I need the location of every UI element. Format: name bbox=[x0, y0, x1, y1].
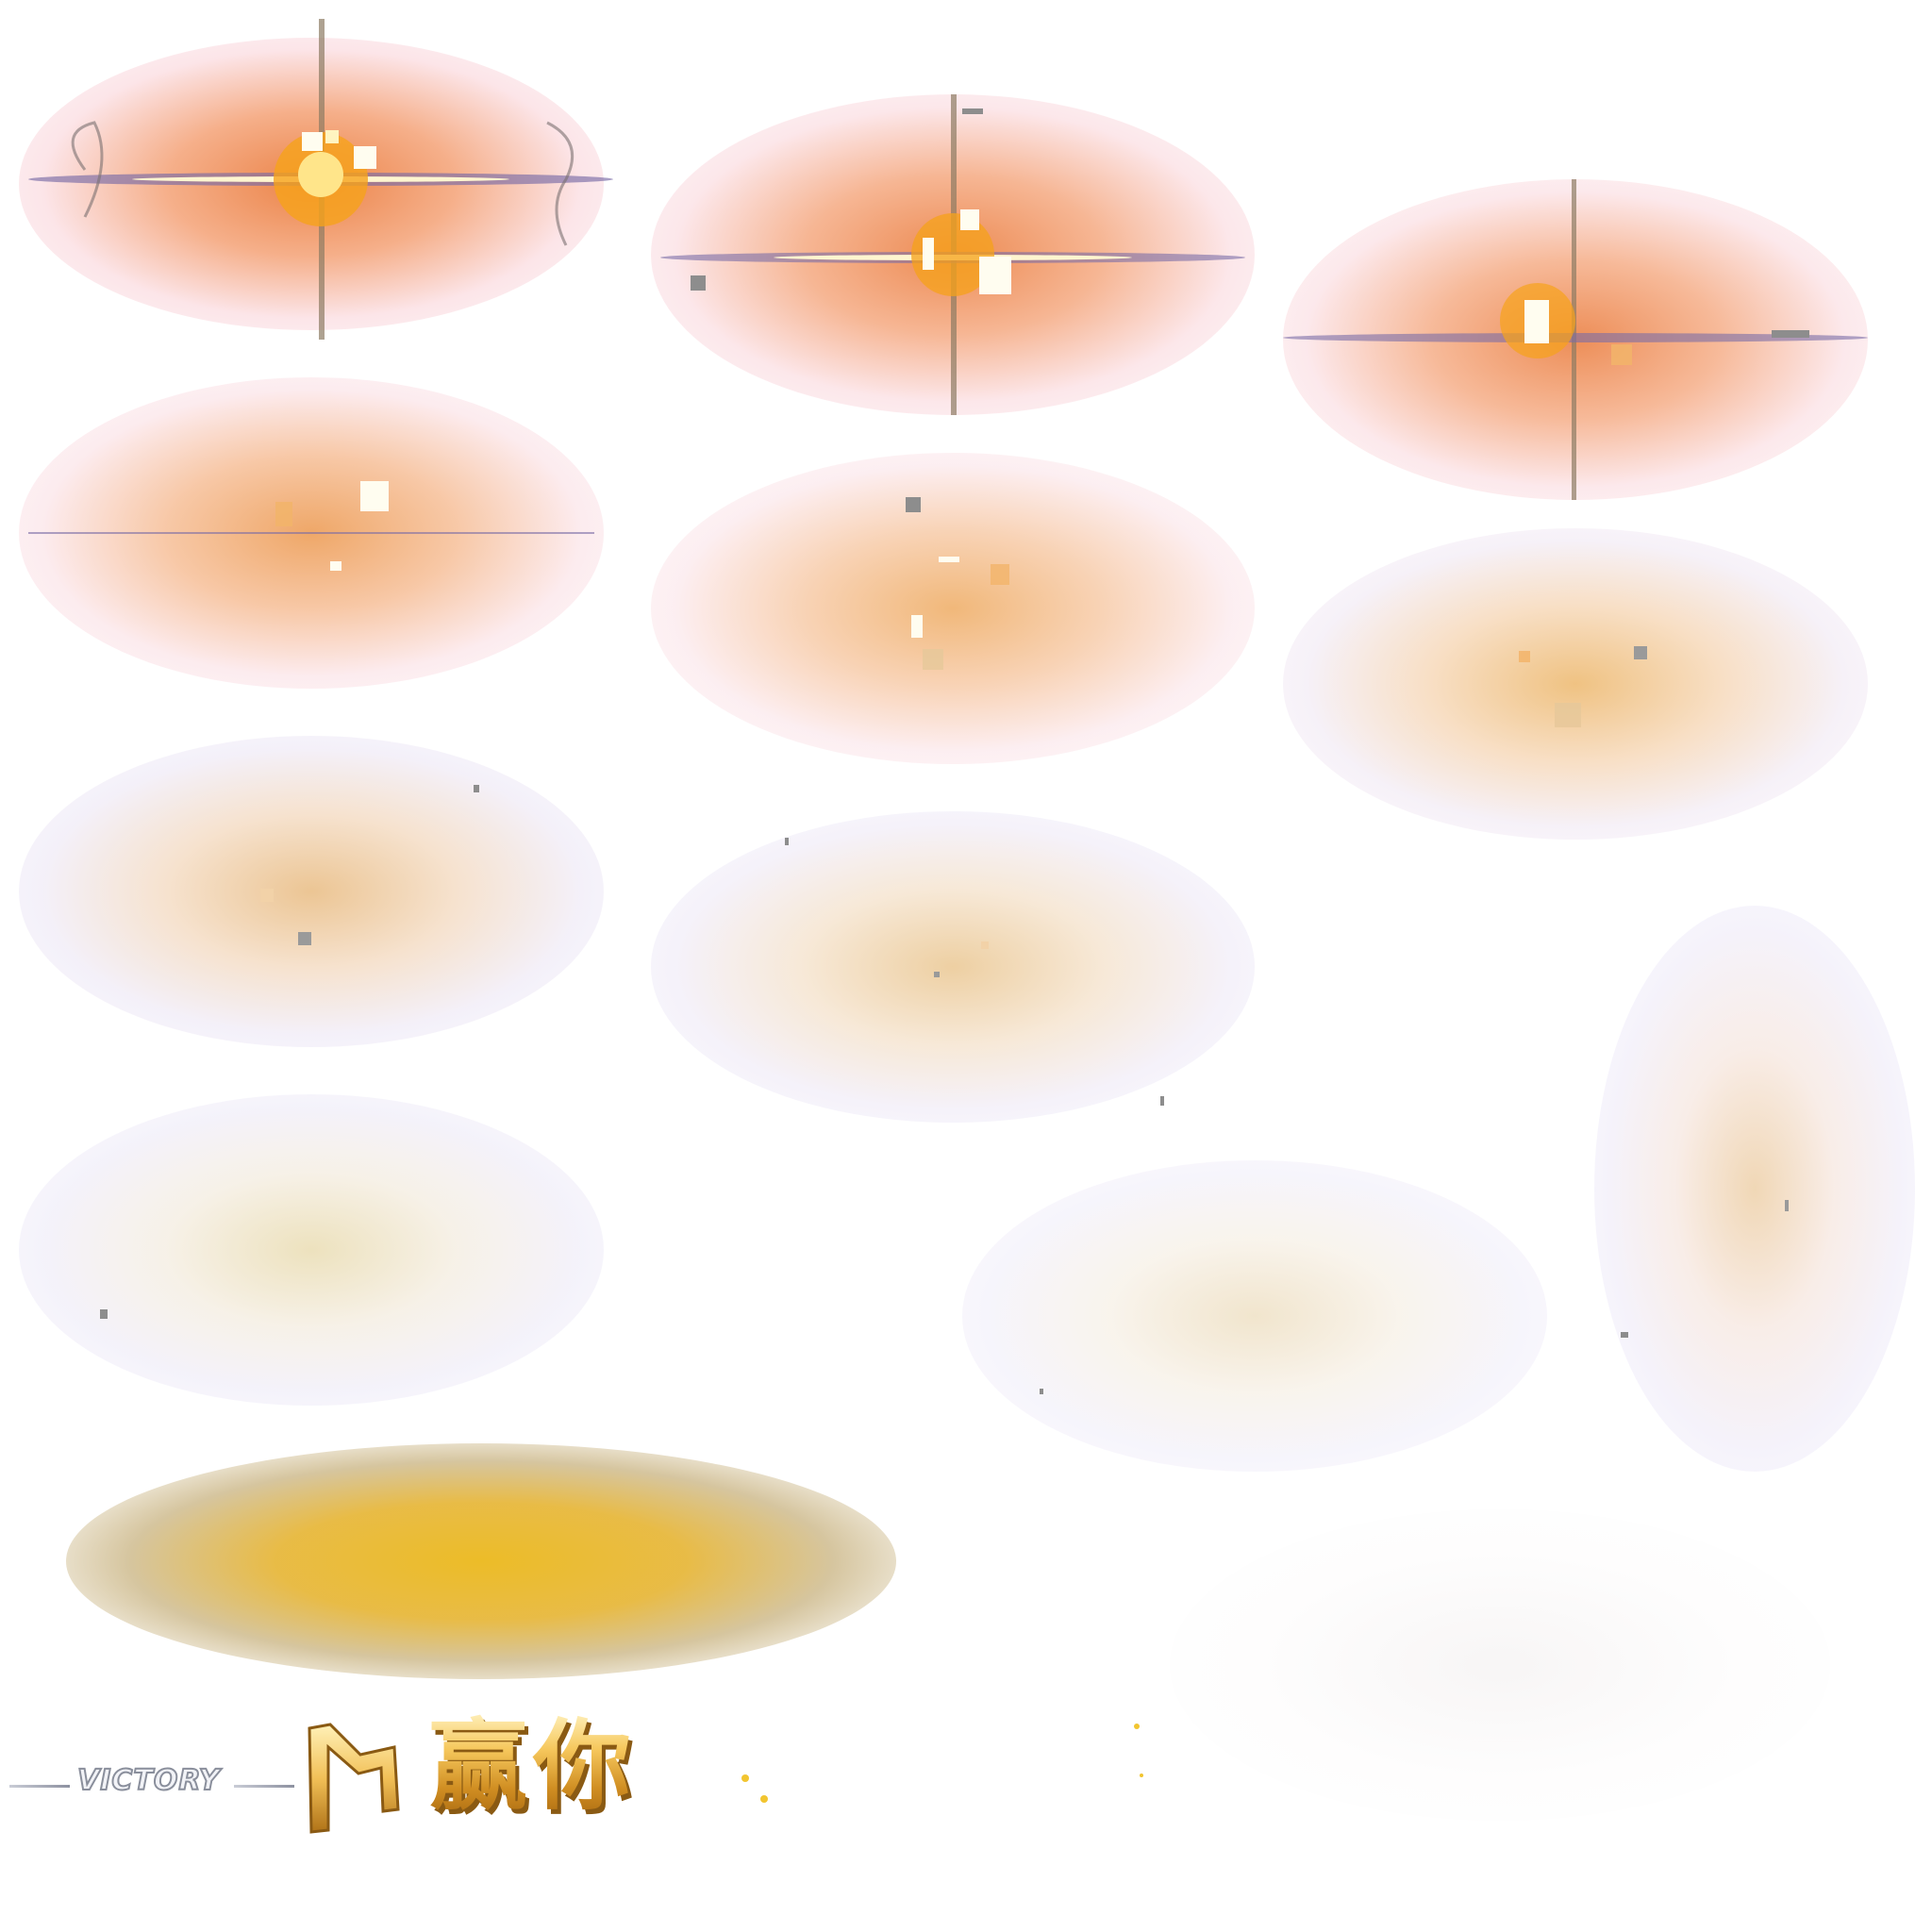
halo-outer bbox=[651, 453, 1255, 764]
victory-banner: VICTORY 赢你 bbox=[0, 1698, 849, 1849]
win-characters: 赢你 bbox=[429, 1708, 638, 1824]
burst-frame-10 bbox=[962, 1160, 1547, 1472]
burst-frame-2 bbox=[651, 94, 1255, 415]
halo-outer bbox=[962, 1160, 1547, 1472]
gold-spark bbox=[1134, 1724, 1140, 1729]
banner-rule-left bbox=[9, 1785, 70, 1788]
gold-spark bbox=[760, 1795, 768, 1803]
halo-outer bbox=[1594, 906, 1915, 1472]
burst-graphics bbox=[1519, 646, 1647, 727]
burst-frame-8 bbox=[651, 811, 1255, 1123]
burst-graphics bbox=[100, 1309, 108, 1319]
burst-graphics bbox=[1283, 179, 1868, 500]
burst-graphics bbox=[260, 785, 479, 945]
burst-graphics bbox=[785, 838, 1164, 1106]
burst-frame-7 bbox=[19, 736, 604, 1047]
burst-graphics bbox=[1621, 1200, 1789, 1338]
halo-outer bbox=[19, 736, 604, 1047]
faint-residual-glow bbox=[1170, 1509, 1830, 1821]
gold-ground-shadow bbox=[66, 1443, 896, 1679]
burst-frame-4 bbox=[19, 377, 604, 689]
burst-frame-9 bbox=[19, 1094, 604, 1406]
gold-spark bbox=[1140, 1774, 1143, 1777]
chevron-emblem bbox=[308, 1723, 400, 1834]
victory-word: VICTORY bbox=[76, 1763, 221, 1798]
halo-outer bbox=[19, 1094, 604, 1406]
burst-frame-6 bbox=[1283, 528, 1868, 840]
halo-outer bbox=[1283, 528, 1868, 840]
burst-frame-5 bbox=[651, 453, 1255, 764]
banner-rule-right bbox=[234, 1785, 294, 1788]
halo-outer bbox=[651, 811, 1255, 1123]
burst-graphics bbox=[1040, 1389, 1043, 1394]
burst-frame-3 bbox=[1283, 179, 1868, 500]
burst-graphics bbox=[906, 497, 1009, 670]
burst-graphics bbox=[660, 94, 1245, 415]
gold-spark bbox=[741, 1774, 749, 1782]
burst-frame-11 bbox=[1594, 906, 1915, 1472]
burst-graphics bbox=[28, 481, 594, 571]
burst-frame-1 bbox=[19, 19, 613, 340]
burst-graphics bbox=[28, 19, 613, 340]
